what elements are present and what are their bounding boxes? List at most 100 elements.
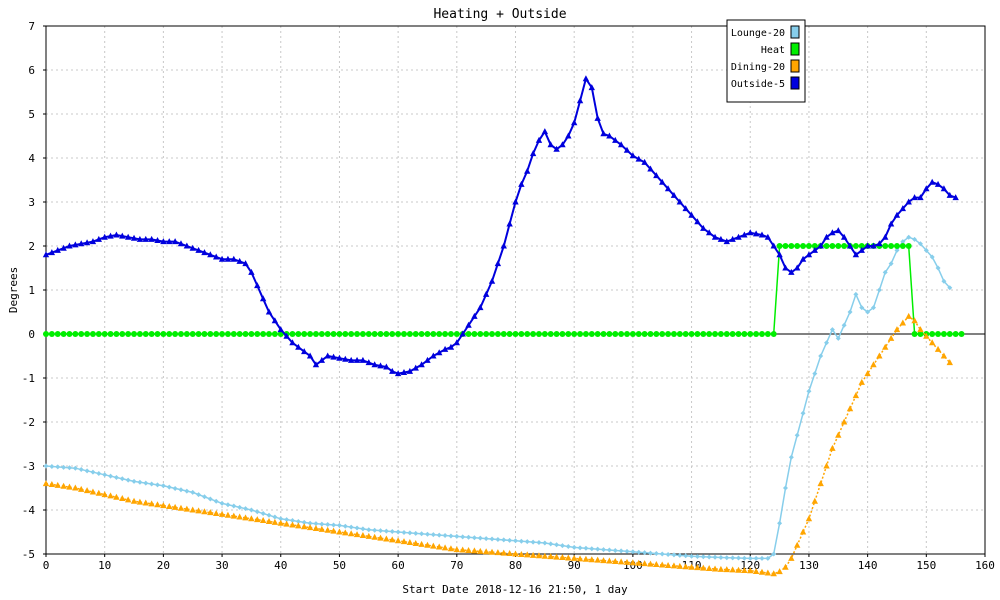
- point-lounge-20: [706, 554, 712, 560]
- point-lounge-20: [753, 555, 759, 561]
- point-dining-20: [95, 489, 103, 496]
- point-dining-20: [195, 507, 202, 514]
- point-outside-5: [559, 141, 566, 148]
- point-lounge-20: [336, 522, 342, 528]
- point-outside-5: [512, 198, 519, 205]
- point-heat: [236, 331, 243, 337]
- point-lounge-20: [601, 547, 607, 553]
- point-lounge-20: [847, 309, 853, 315]
- point-lounge-20: [865, 309, 871, 315]
- point-heat: [606, 331, 613, 337]
- point-dining-20: [377, 534, 384, 541]
- point-heat: [952, 331, 959, 337]
- point-lounge-20: [231, 503, 237, 509]
- point-heat: [489, 331, 496, 337]
- point-outside-5: [647, 165, 654, 172]
- point-dining-20: [764, 569, 772, 576]
- point-outside-5: [318, 356, 326, 363]
- point-outside-5: [119, 232, 126, 239]
- point-lounge-20: [518, 538, 524, 544]
- series-layer: [42, 75, 965, 577]
- point-lounge-20: [295, 518, 301, 524]
- point-outside-5: [201, 249, 208, 256]
- point-heat: [852, 243, 859, 249]
- point-dining-20: [717, 565, 725, 572]
- point-lounge-20: [260, 511, 266, 517]
- point-dining-20: [535, 552, 543, 559]
- point-heat: [125, 331, 132, 337]
- point-heat: [659, 331, 666, 337]
- point-dining-20: [506, 550, 513, 557]
- point-outside-5: [852, 251, 860, 258]
- point-dining-20: [230, 512, 237, 519]
- point-heat: [911, 331, 918, 337]
- point-dining-20: [887, 334, 895, 341]
- point-outside-5: [113, 231, 120, 238]
- point-dining-20: [858, 378, 865, 385]
- point-dining-20: [923, 332, 930, 339]
- point-outside-5: [946, 191, 953, 198]
- point-dining-20: [418, 540, 425, 547]
- point-lounge-20: [172, 485, 178, 491]
- point-outside-5: [835, 227, 842, 234]
- y-tick-label: 5: [28, 108, 35, 121]
- point-outside-5: [301, 348, 308, 355]
- point-outside-5: [664, 185, 672, 192]
- point-dining-20: [500, 549, 507, 556]
- point-heat: [342, 331, 349, 337]
- point-heat: [201, 331, 208, 337]
- series-heat: [43, 243, 965, 337]
- point-outside-5: [659, 178, 666, 185]
- point-heat: [588, 331, 595, 337]
- point-heat: [154, 331, 161, 337]
- point-lounge-20: [700, 554, 706, 560]
- point-heat: [136, 331, 143, 337]
- point-heat: [899, 243, 906, 249]
- point-outside-5: [342, 355, 349, 362]
- point-outside-5: [453, 339, 461, 346]
- point-dining-20: [711, 565, 719, 572]
- point-dining-20: [653, 561, 660, 568]
- point-dining-20: [218, 510, 226, 517]
- point-dining-20: [612, 557, 619, 564]
- point-dining-20: [547, 553, 554, 560]
- point-heat: [365, 331, 372, 337]
- point-heat: [893, 243, 900, 249]
- point-lounge-20: [149, 481, 155, 487]
- point-dining-20: [905, 312, 912, 319]
- point-heat: [48, 331, 55, 337]
- x-tick-label: 10: [98, 559, 111, 572]
- series-dining-20: [42, 312, 953, 577]
- point-lounge-20: [61, 464, 67, 470]
- point-outside-5: [829, 229, 836, 236]
- point-dining-20: [729, 566, 736, 573]
- point-lounge-20: [301, 519, 307, 525]
- x-tick-label: 30: [215, 559, 228, 572]
- x-tick-label: 80: [509, 559, 522, 572]
- y-tick-label: 2: [28, 240, 35, 253]
- point-outside-5: [477, 304, 484, 311]
- point-outside-5: [212, 253, 220, 260]
- point-outside-5: [295, 343, 302, 350]
- point-outside-5: [741, 231, 748, 238]
- point-outside-5: [653, 172, 660, 179]
- point-lounge-20: [348, 524, 354, 530]
- point-dining-20: [541, 552, 549, 559]
- point-outside-5: [794, 264, 801, 271]
- point-outside-5: [48, 249, 56, 256]
- point-dining-20: [236, 513, 243, 520]
- point-dining-20: [224, 511, 232, 518]
- point-lounge-20: [759, 555, 765, 561]
- point-dining-20: [934, 345, 942, 352]
- point-lounge-20: [225, 502, 231, 508]
- point-lounge-20: [782, 485, 788, 491]
- point-outside-5: [700, 224, 707, 231]
- point-lounge-20: [624, 548, 630, 554]
- point-heat: [166, 331, 173, 337]
- point-dining-20: [389, 536, 396, 543]
- point-dining-20: [911, 317, 918, 324]
- point-outside-5: [870, 242, 877, 249]
- point-lounge-20: [113, 474, 119, 480]
- point-outside-5: [336, 354, 343, 361]
- point-lounge-20: [131, 478, 137, 484]
